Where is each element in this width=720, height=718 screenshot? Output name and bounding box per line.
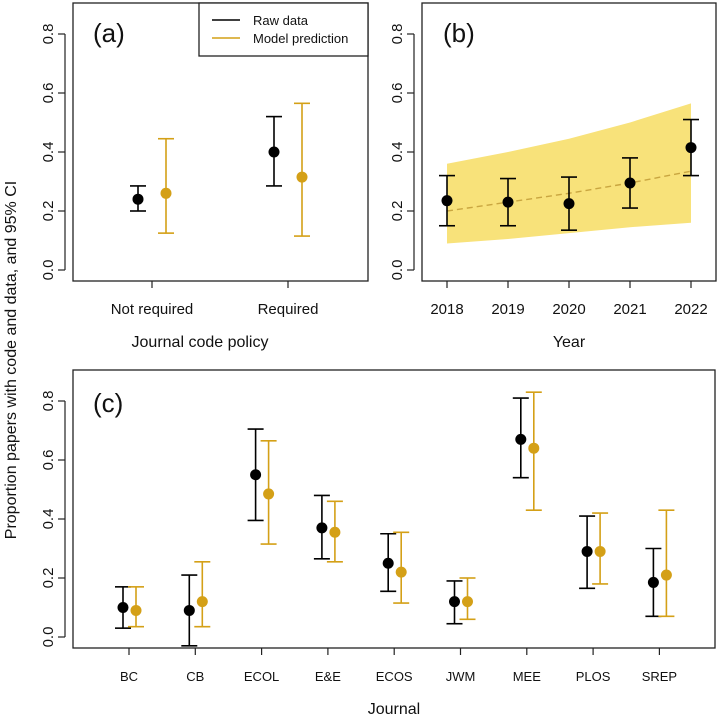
panel-b-xlabel: Year xyxy=(553,334,586,351)
x-tick-label: 2022 xyxy=(674,301,707,318)
model-prediction-point xyxy=(594,545,606,557)
x-tick-label: JWM xyxy=(446,669,476,684)
x-tick-label: 2018 xyxy=(430,301,463,318)
x-tick-label: Required xyxy=(258,301,319,318)
panel-c-label: (c) xyxy=(93,388,123,418)
y-tick-label: 0.2 xyxy=(389,201,406,222)
raw-data-point xyxy=(624,177,636,189)
raw-data-point xyxy=(117,602,129,613)
y-axis-label: Proportion papers with code and data, an… xyxy=(3,181,20,539)
raw-data-point xyxy=(250,469,262,481)
panel-c-frame xyxy=(72,369,716,649)
model-prediction-point xyxy=(329,526,341,538)
x-tick-label: E&E xyxy=(315,669,341,684)
y-tick-label: 0.2 xyxy=(40,568,57,589)
y-tick-label: 0.8 xyxy=(40,391,57,412)
model-prediction-point xyxy=(130,604,142,616)
panel-c: (c) Journal 0.0 0.2 0.4 0.6 0.8 BC CB ECOL E&E EC… xyxy=(40,369,716,718)
panel-a-label: (a) xyxy=(93,18,125,48)
panel-a-xlabel: Journal code policy xyxy=(132,334,269,351)
y-tick-label: 0.0 xyxy=(40,260,57,281)
y-tick-label: 0.4 xyxy=(389,142,406,163)
raw-data-point xyxy=(581,545,593,557)
model-prediction-point xyxy=(462,596,473,608)
x-tick-label: ECOL xyxy=(244,669,279,684)
raw-data-point xyxy=(132,193,144,205)
raw-data-point xyxy=(502,196,514,208)
raw-data-point xyxy=(647,576,659,588)
raw-data-point xyxy=(382,557,394,569)
x-tick-label: Not required xyxy=(111,301,194,318)
raw-data-point xyxy=(268,146,280,158)
panel-a: (a) Journal code policy 0.0 0.2 0.4 0.6 0.8 N… xyxy=(40,2,369,351)
y-tick-label: 0.8 xyxy=(40,24,57,45)
y-tick-label: 0.0 xyxy=(389,260,406,281)
y-tick-label: 0.6 xyxy=(389,83,406,104)
model-prediction-point xyxy=(528,442,540,454)
y-tick-label: 0.2 xyxy=(40,201,57,222)
panel-c-xlabel: Journal xyxy=(368,701,420,718)
model-prediction-point xyxy=(296,171,308,183)
x-tick-label: ECOS xyxy=(376,669,413,684)
model-prediction-point xyxy=(395,566,407,578)
raw-data-point xyxy=(441,195,453,207)
raw-data-point xyxy=(316,522,328,534)
legend-box xyxy=(198,2,369,57)
raw-data-point xyxy=(563,198,575,210)
y-tick-label: 0.6 xyxy=(40,83,57,104)
raw-data-point xyxy=(183,604,195,616)
y-tick-label: 0.4 xyxy=(40,142,57,163)
raw-data-point xyxy=(449,596,460,608)
y-tick-label: 0.8 xyxy=(389,24,406,45)
x-tick-label: BC xyxy=(120,669,138,684)
y-tick-label: 0.4 xyxy=(40,509,57,530)
model-prediction-point xyxy=(196,596,208,608)
x-tick-label: 2021 xyxy=(613,301,646,318)
x-tick-label: SREP xyxy=(642,669,677,684)
legend-raw-label: Raw data xyxy=(253,13,309,28)
legend-model-label: Model prediction xyxy=(253,31,348,46)
x-tick-label: PLOS xyxy=(576,669,611,684)
raw-data-point xyxy=(515,433,527,445)
x-tick-label: CB xyxy=(186,669,204,684)
x-tick-label: 2019 xyxy=(491,301,524,318)
y-tick-label: 0.0 xyxy=(40,627,57,648)
model-prediction-point xyxy=(660,569,672,581)
legend: Raw data Model prediction xyxy=(198,2,369,57)
panel-b-label: (b) xyxy=(443,18,475,48)
panel-b: (b) Year 0.0 0.2 0.4 0.6 0.8 2018 2019 2020 2021… xyxy=(389,2,717,351)
x-tick-label: MEE xyxy=(513,669,542,684)
x-tick-label: 2020 xyxy=(552,301,585,318)
y-tick-label: 0.6 xyxy=(40,450,57,471)
model-prediction-point xyxy=(263,488,275,500)
raw-data-point xyxy=(685,142,697,154)
model-prediction-point xyxy=(160,187,172,199)
